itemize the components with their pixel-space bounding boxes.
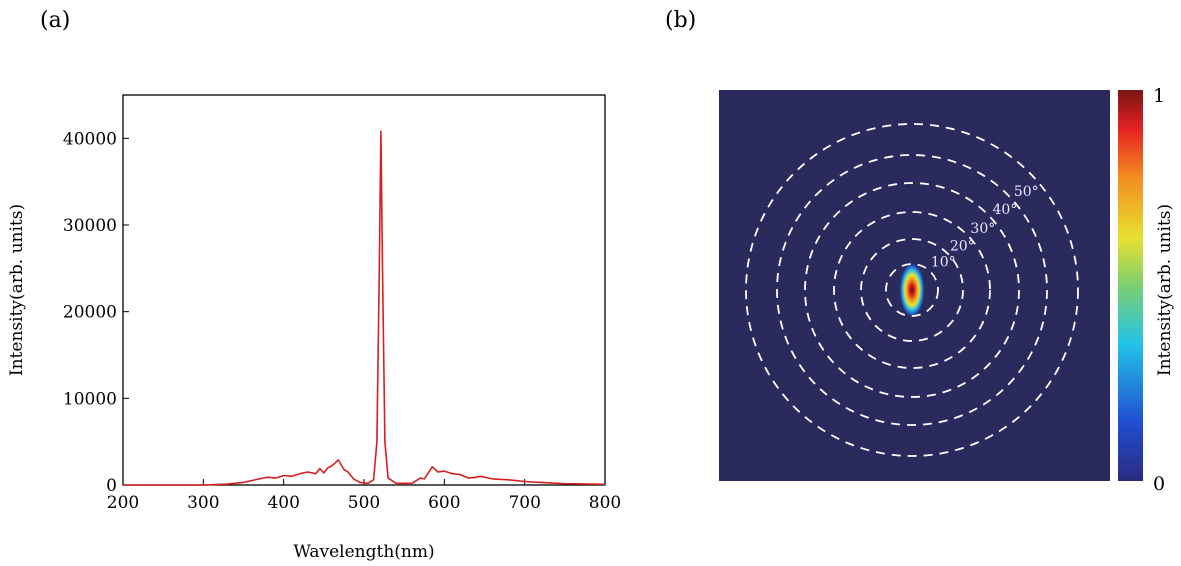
intensity-spot bbox=[899, 262, 925, 318]
angle-ring bbox=[833, 211, 991, 369]
y-tick-label: 0 bbox=[106, 476, 117, 496]
spectrum-line bbox=[123, 130, 606, 486]
ring-label: 50° bbox=[1014, 184, 1039, 200]
colorbar-label: Intensity(arb. units) bbox=[1155, 204, 1175, 376]
spectrum-plot: 200 300 400 500 600 700 800 0 10000 20000 30000 400… bbox=[63, 94, 621, 513]
angle-ring bbox=[885, 263, 939, 317]
x-tick-label: 800 bbox=[589, 493, 621, 513]
y-tick-label: 10000 bbox=[63, 389, 117, 409]
ring-label: 10° bbox=[931, 255, 956, 271]
y-tick-label: 40000 bbox=[63, 129, 117, 149]
x-tick-label: 300 bbox=[187, 493, 219, 513]
x-axis-label: Wavelength(nm) bbox=[293, 542, 434, 562]
angle-ring bbox=[745, 123, 1079, 457]
angle-ring bbox=[804, 182, 1020, 398]
x-tick-label: 400 bbox=[267, 493, 299, 513]
y-axis-label: Intensity(arb. units) bbox=[7, 204, 27, 376]
y-tick-label: 30000 bbox=[63, 216, 117, 236]
x-tick-label: 600 bbox=[428, 493, 460, 513]
colorbar-tick-max: 1 bbox=[1153, 85, 1165, 107]
ring-label: 30° bbox=[970, 221, 995, 237]
panel-label-b: (b) bbox=[665, 8, 696, 33]
angle-rings: 10°20°30° 40° 50° bbox=[745, 123, 1079, 457]
colorbar-tick-min: 0 bbox=[1153, 473, 1165, 495]
x-tick-label: 200 bbox=[107, 493, 139, 513]
y-tick-label: 20000 bbox=[63, 303, 117, 323]
ring-label: 20° bbox=[950, 238, 975, 254]
plot-frame bbox=[122, 94, 606, 486]
ring-label: 40° bbox=[993, 202, 1018, 218]
x-tick-label: 700 bbox=[508, 493, 540, 513]
angle-ring bbox=[776, 154, 1048, 426]
x-tick-label: 500 bbox=[348, 493, 380, 513]
panel-label-a: (a) bbox=[40, 8, 70, 33]
colorbar bbox=[1118, 90, 1143, 481]
angle-ring bbox=[860, 238, 964, 342]
